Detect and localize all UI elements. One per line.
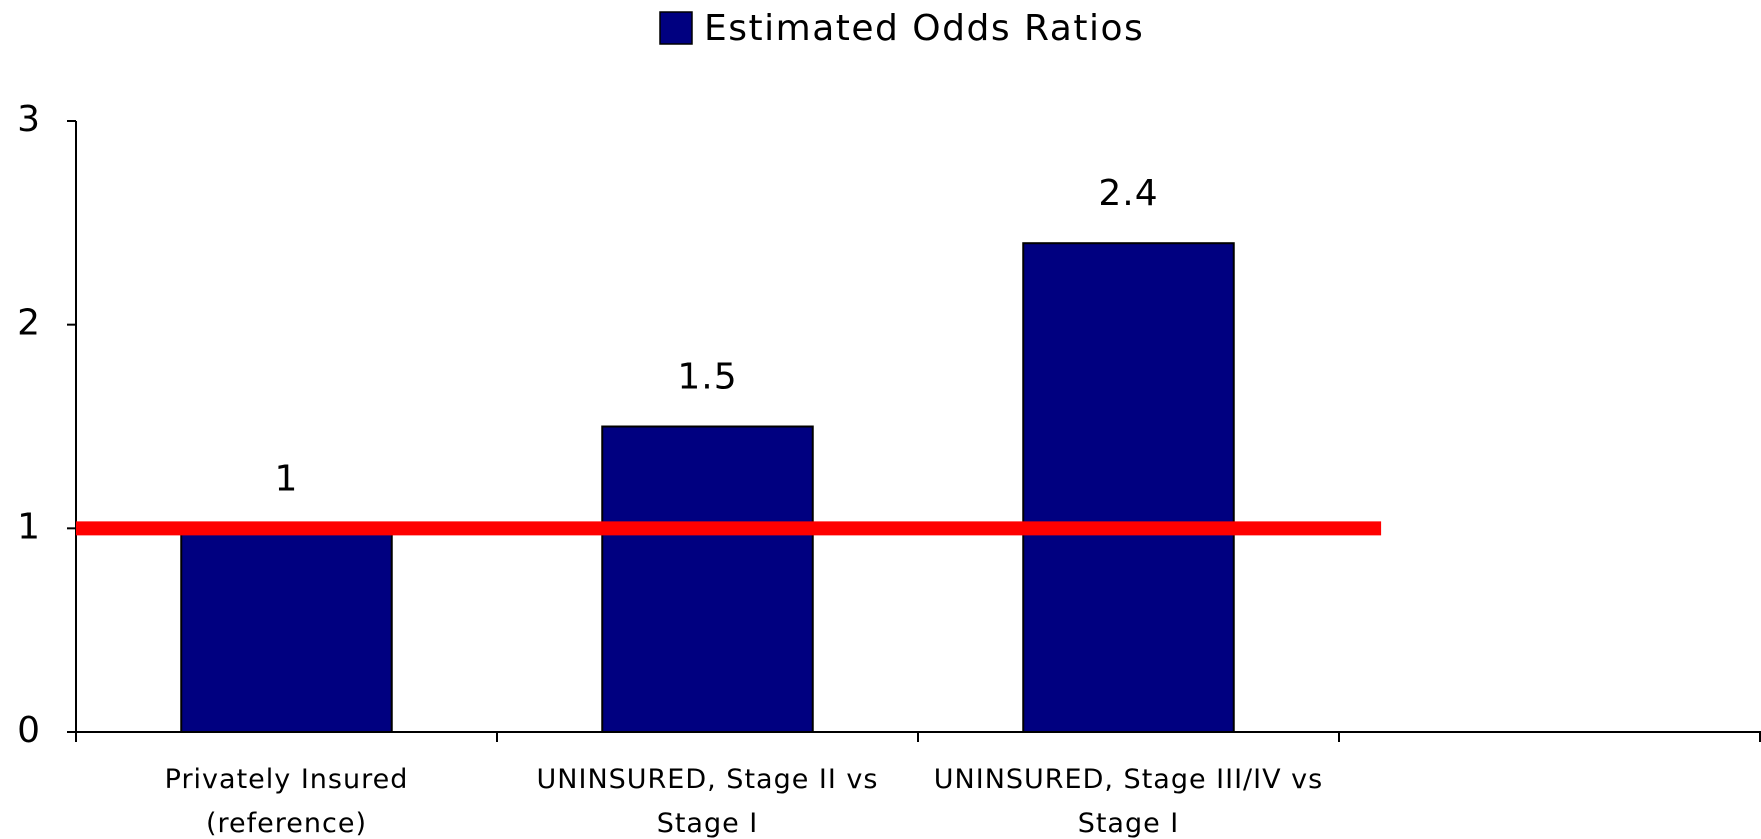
y-tick-label: 2 — [17, 303, 40, 344]
y-tick-label: 1 — [17, 506, 40, 547]
x-tick-label: UNINSURED, Stage II vs Stage I — [536, 764, 879, 839]
legend-label: Estimated Odds Ratios — [704, 8, 1144, 49]
value-label: 1 — [275, 458, 299, 499]
bar — [1022, 242, 1235, 733]
x-tick-label: Privately Insured (reference) — [164, 764, 409, 839]
value-label: 2.4 — [1098, 173, 1158, 214]
value-label: 1.5 — [677, 357, 737, 398]
x-tick-label: UNINSURED, Stage III/IV vs Stage I — [933, 764, 1324, 839]
legend-swatch — [659, 11, 693, 45]
y-tick-label: 0 — [17, 710, 40, 751]
bar — [180, 527, 393, 733]
y-tick-label: 3 — [17, 99, 40, 140]
bar — [601, 425, 814, 733]
